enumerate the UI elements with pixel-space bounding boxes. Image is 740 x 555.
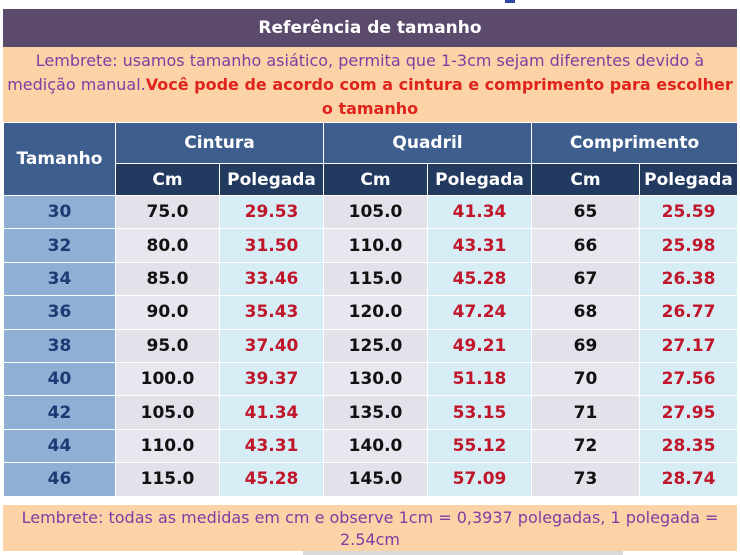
hip-inch-cell: 47.24: [426, 295, 533, 330]
header-waist-inch: Polegada: [219, 163, 324, 196]
length-inch-cell: 28.74: [639, 462, 739, 497]
hip-cm-cell: 120.0: [323, 295, 428, 330]
table-row: 32 80.0 31.50 110.0 43.31 66 25.98: [3, 228, 739, 263]
length-inch-cell: 25.98: [639, 228, 739, 263]
length-inch-cell: 26.77: [639, 295, 739, 330]
waist-inch-cell: 37.40: [219, 328, 324, 363]
waist-cm-cell: 110.0: [115, 428, 220, 464]
length-cm-cell: 68: [531, 295, 641, 330]
size-cell: 32: [3, 228, 116, 263]
header-waist-cm: Cm: [115, 163, 220, 196]
chart-title: Referência de tamanho: [3, 9, 737, 47]
length-inch-cell: 25.59: [639, 194, 739, 230]
top-edge: [3, 0, 737, 9]
waist-inch-cell: 35.43: [219, 295, 324, 330]
waist-cm-cell: 95.0: [115, 328, 220, 363]
table-row: 46 115.0 45.28 145.0 57.09 73 28.74: [3, 462, 739, 497]
waist-inch-cell: 31.50: [219, 228, 324, 263]
size-cell: 40: [3, 361, 116, 397]
hip-cm-cell: 110.0: [323, 228, 428, 263]
header-hip: Quadril: [322, 122, 533, 164]
size-cell: 44: [3, 428, 116, 464]
hip-cm-cell: 105.0: [323, 194, 428, 230]
hip-cm-cell: 140.0: [323, 428, 428, 464]
hip-inch-cell: 53.15: [426, 395, 533, 430]
length-cm-cell: 70: [531, 361, 641, 397]
waist-cm-cell: 80.0: [115, 228, 220, 263]
header-length-inch: Polegada: [639, 163, 739, 196]
size-cell: 34: [3, 261, 116, 297]
length-cm-cell: 71: [531, 395, 641, 430]
reminder-top-text: Lembrete: usamos tamanho asiático, permi…: [7, 51, 705, 94]
waist-cm-cell: 100.0: [115, 361, 220, 397]
bottom-edge: [303, 551, 623, 555]
length-inch-cell: 28.35: [639, 428, 739, 464]
hip-inch-cell: 43.31: [426, 228, 533, 263]
hip-inch-cell: 57.09: [426, 462, 533, 497]
header-waist: Cintura: [115, 122, 324, 164]
table-row: 30 75.0 29.53 105.0 41.34 65 25.59: [3, 194, 739, 230]
size-cell: 36: [3, 295, 116, 330]
waist-cm-cell: 105.0: [115, 395, 220, 430]
size-cell: 30: [3, 194, 116, 230]
hip-cm-cell: 145.0: [323, 462, 428, 497]
hip-inch-cell: 49.21: [426, 328, 533, 363]
header-hip-cm: Cm: [323, 163, 428, 196]
table-row: 44 110.0 43.31 140.0 55.12 72 28.35: [3, 428, 739, 464]
length-inch-cell: 27.56: [639, 361, 739, 397]
length-inch-cell: 27.17: [639, 328, 739, 363]
size-table: Tamanho Cintura Quadril Comprimento Cm P…: [3, 122, 739, 497]
hip-cm-cell: 125.0: [323, 328, 428, 363]
length-inch-cell: 27.95: [639, 395, 739, 430]
table-row: 42 105.0 41.34 135.0 53.15 71 27.95: [3, 395, 739, 430]
length-cm-cell: 67: [531, 261, 641, 297]
header-size: Tamanho: [3, 122, 116, 196]
reminder-bottom: Lembrete: todas as medidas em cm e obser…: [3, 505, 737, 551]
hip-inch-cell: 55.12: [426, 428, 533, 464]
waist-cm-cell: 85.0: [115, 261, 220, 297]
hip-inch-cell: 45.28: [426, 261, 533, 297]
hip-inch-cell: 51.18: [426, 361, 533, 397]
size-chart: Referência de tamanho Lembrete: usamos t…: [3, 0, 739, 555]
waist-inch-cell: 33.46: [219, 261, 324, 297]
reminder-top-emphasis: Você pode de acordo com a cintura e comp…: [145, 75, 733, 118]
table-row: 36 90.0 35.43 120.0 47.24 68 26.77: [3, 295, 739, 330]
header-length: Comprimento: [531, 122, 739, 164]
waist-inch-cell: 45.28: [219, 462, 324, 497]
hip-cm-cell: 135.0: [323, 395, 428, 430]
waist-cm-cell: 90.0: [115, 295, 220, 330]
reminder-top: Lembrete: usamos tamanho asiático, permi…: [3, 47, 737, 122]
size-cell: 38: [3, 328, 116, 363]
table-row: 34 85.0 33.46 115.0 45.28 67 26.38: [3, 261, 739, 297]
top-edge-mark: [505, 0, 515, 3]
length-cm-cell: 66: [531, 228, 641, 263]
length-cm-cell: 69: [531, 328, 641, 363]
waist-cm-cell: 75.0: [115, 194, 220, 230]
size-cell: 42: [3, 395, 116, 430]
length-cm-cell: 65: [531, 194, 641, 230]
hip-inch-cell: 41.34: [426, 194, 533, 230]
waist-inch-cell: 39.37: [219, 361, 324, 397]
hip-cm-cell: 115.0: [323, 261, 428, 297]
table-row: 40 100.0 39.37 130.0 51.18 70 27.56: [3, 361, 739, 397]
length-inch-cell: 26.38: [639, 261, 739, 297]
waist-inch-cell: 43.31: [219, 428, 324, 464]
waist-inch-cell: 29.53: [219, 194, 324, 230]
length-cm-cell: 72: [531, 428, 641, 464]
size-cell: 46: [3, 462, 116, 497]
waist-cm-cell: 115.0: [115, 462, 220, 497]
header-hip-inch: Polegada: [426, 163, 533, 196]
waist-inch-cell: 41.34: [219, 395, 324, 430]
length-cm-cell: 73: [531, 462, 641, 497]
header-length-cm: Cm: [531, 163, 641, 196]
table-row: 38 95.0 37.40 125.0 49.21 69 27.17: [3, 328, 739, 363]
hip-cm-cell: 130.0: [323, 361, 428, 397]
